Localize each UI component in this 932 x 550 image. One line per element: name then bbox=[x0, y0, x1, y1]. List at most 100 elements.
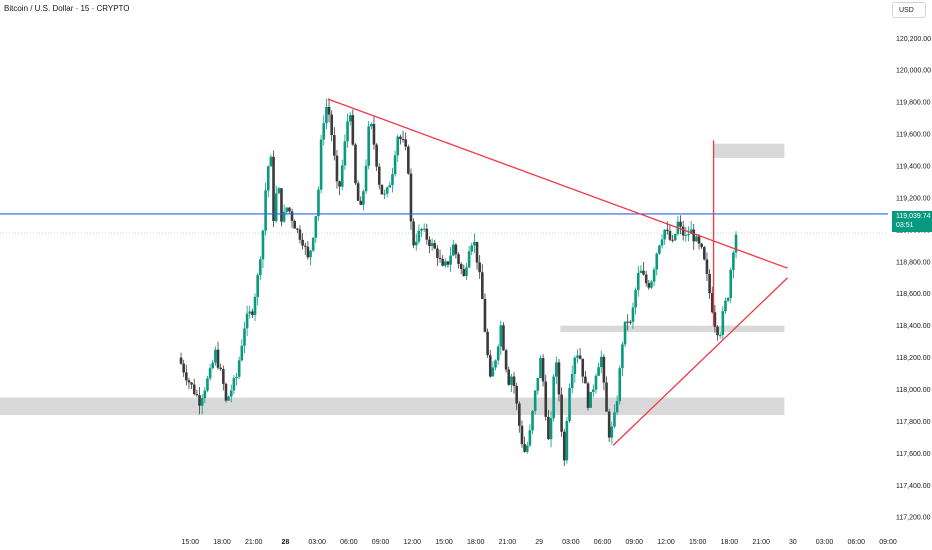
candle-body bbox=[277, 188, 281, 194]
candle bbox=[541, 354, 545, 387]
candle-body bbox=[333, 135, 336, 156]
candle bbox=[589, 391, 592, 409]
candle bbox=[494, 359, 497, 371]
candle bbox=[296, 227, 299, 233]
candle-body bbox=[306, 246, 310, 258]
price-tick-label: 118,800.00 bbox=[896, 259, 931, 266]
candle-body bbox=[462, 269, 466, 276]
candle-body bbox=[446, 261, 450, 265]
candle bbox=[195, 389, 199, 397]
price-axis[interactable]: 117,200.00 117,400.00 117,600.00 117,800.00… bbox=[896, 36, 931, 522]
candle bbox=[391, 167, 394, 193]
candle-body bbox=[684, 235, 688, 237]
candle bbox=[314, 215, 318, 244]
candle bbox=[428, 236, 431, 254]
candle-body bbox=[203, 390, 207, 399]
zone-2 bbox=[560, 325, 785, 333]
candle bbox=[578, 348, 582, 360]
candle-body bbox=[507, 369, 511, 385]
time-tick-label: 18:00 bbox=[467, 539, 485, 546]
candle bbox=[647, 279, 651, 290]
currency-selector[interactable]: USD bbox=[892, 2, 926, 18]
trendline-resistance bbox=[327, 98, 788, 269]
candle bbox=[317, 186, 320, 221]
candle-body bbox=[219, 367, 222, 370]
candle-body bbox=[504, 350, 508, 370]
candle bbox=[467, 245, 471, 269]
candle-body bbox=[602, 356, 606, 383]
candle bbox=[211, 359, 215, 370]
chart-title: Bitcoin / U.S. Dollar · 15 · CRYPTO bbox=[4, 4, 130, 13]
trendline-support bbox=[612, 277, 789, 446]
time-tick-label: 09:00 bbox=[879, 539, 897, 546]
candle bbox=[367, 121, 370, 170]
candle-body bbox=[393, 155, 397, 175]
candle-body bbox=[705, 259, 709, 274]
candle bbox=[208, 364, 212, 381]
candle-body bbox=[589, 391, 592, 408]
candle bbox=[462, 264, 466, 277]
candle-body bbox=[444, 261, 447, 266]
candle-body bbox=[544, 381, 548, 417]
candle bbox=[444, 258, 447, 268]
candle-body bbox=[473, 241, 476, 246]
candle bbox=[251, 308, 254, 319]
candle-body bbox=[436, 248, 439, 258]
candle-body bbox=[644, 274, 648, 284]
candle bbox=[179, 352, 183, 365]
candle bbox=[277, 186, 281, 194]
candle bbox=[404, 132, 407, 151]
candle-body bbox=[380, 184, 384, 195]
candle-body bbox=[454, 244, 458, 255]
candle-body bbox=[266, 166, 270, 191]
candle-body bbox=[414, 241, 418, 246]
candle-body bbox=[338, 181, 341, 187]
candle-body bbox=[592, 389, 595, 392]
candle bbox=[663, 229, 666, 245]
price-tick-label: 118,600.00 bbox=[896, 291, 931, 298]
candle bbox=[187, 377, 191, 390]
candle-body bbox=[613, 412, 616, 427]
candle bbox=[235, 372, 238, 386]
time-tick-label: 30 bbox=[789, 539, 797, 546]
candle bbox=[660, 234, 664, 249]
candle bbox=[562, 428, 566, 466]
candle bbox=[565, 417, 569, 464]
last-price-badge: 119,039.74 03:51 bbox=[892, 211, 932, 232]
candle-body bbox=[259, 259, 262, 276]
candle-body bbox=[721, 311, 725, 335]
candle bbox=[525, 441, 529, 454]
candle-body bbox=[214, 349, 217, 363]
candle-body bbox=[264, 190, 267, 231]
candle bbox=[264, 182, 267, 236]
candle bbox=[280, 188, 283, 227]
candle-body bbox=[377, 166, 381, 185]
candle bbox=[697, 233, 701, 250]
candle-body bbox=[391, 174, 394, 186]
candle bbox=[306, 241, 310, 260]
candle bbox=[681, 220, 685, 241]
candle-body bbox=[710, 293, 714, 313]
time-tick-label: 06:00 bbox=[594, 539, 612, 546]
candle-body bbox=[629, 321, 632, 323]
candle bbox=[478, 255, 481, 279]
candle-body bbox=[729, 269, 733, 298]
candle-body bbox=[428, 239, 431, 247]
time-axis[interactable]: 15:00 18:00 21:00 28 03:00 06:00 09:00 12:00 15:… bbox=[182, 539, 897, 546]
candle-body bbox=[515, 385, 518, 404]
candle-body bbox=[618, 368, 622, 402]
time-tick-label: 09:00 bbox=[626, 539, 644, 546]
candle bbox=[272, 150, 275, 228]
candle-body bbox=[301, 239, 304, 246]
candle bbox=[642, 261, 645, 276]
candle bbox=[491, 361, 495, 377]
candle-body bbox=[425, 228, 429, 240]
candle-body bbox=[185, 372, 188, 381]
candle bbox=[512, 371, 516, 394]
candle bbox=[639, 265, 643, 274]
candle bbox=[610, 421, 614, 445]
candle-body bbox=[179, 357, 183, 364]
candle-body bbox=[208, 368, 212, 379]
time-tick-label: 15:00 bbox=[689, 539, 707, 546]
